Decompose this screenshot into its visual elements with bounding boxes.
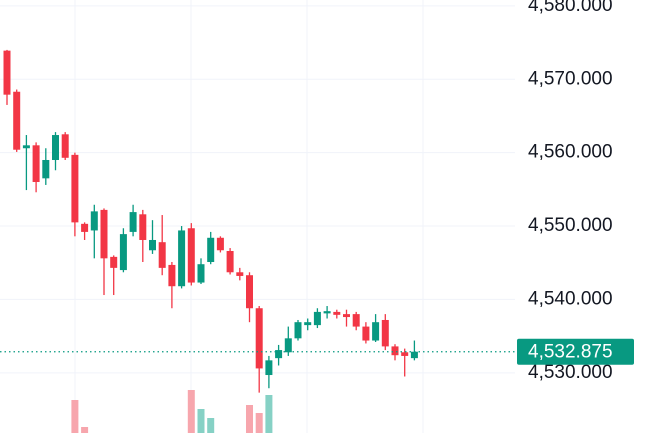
candle-body <box>343 314 350 318</box>
y-tick-label: 4,570.000 <box>528 68 613 89</box>
candle-body <box>381 319 389 347</box>
candle-body <box>158 242 166 268</box>
candle-body <box>401 352 409 356</box>
y-tick-label: 4,550.000 <box>528 215 613 236</box>
candle-body <box>391 346 399 356</box>
candle-body <box>197 264 205 283</box>
candle-body <box>246 275 253 309</box>
candle-body <box>52 135 59 160</box>
volume-bar <box>246 405 253 433</box>
candle-body <box>410 351 418 359</box>
candle-body <box>313 311 321 326</box>
candle-body <box>81 223 89 232</box>
candle-body <box>71 154 79 223</box>
y-tick-label: 4,560.000 <box>528 142 613 163</box>
candle-body <box>352 314 360 327</box>
candle-body <box>216 237 224 251</box>
candle-body <box>90 211 98 231</box>
candle-body <box>275 350 283 359</box>
volume-bar <box>207 418 215 433</box>
candle-body <box>265 360 273 376</box>
candle-body <box>22 145 30 149</box>
candle-body <box>168 264 176 287</box>
candle-body <box>61 134 69 158</box>
candle-body <box>226 250 234 273</box>
last-price-label: 4,532.875 <box>528 342 613 363</box>
candle-body <box>304 322 312 326</box>
candle-body <box>32 145 40 183</box>
candle-body <box>187 228 195 283</box>
candle-body <box>139 214 147 240</box>
candle-body <box>362 326 370 341</box>
candle-body <box>110 256 118 268</box>
candle-body <box>178 230 186 287</box>
volume-bar <box>197 409 205 433</box>
volume-bar <box>265 395 273 433</box>
candle-body <box>129 212 137 232</box>
candle-body <box>255 308 263 369</box>
volume-bar <box>71 400 79 433</box>
volume-bar <box>187 390 195 433</box>
candle-body <box>333 311 341 315</box>
candle-body <box>236 272 244 276</box>
candle-body <box>119 234 127 271</box>
candle-body <box>13 91 21 150</box>
candle-body <box>323 311 331 314</box>
last-price-box <box>517 338 634 365</box>
y-tick-label: 4,580.000 <box>528 0 613 16</box>
candle-body <box>294 322 302 339</box>
candle-body <box>284 338 292 353</box>
candle-body <box>100 209 108 259</box>
volume-bar <box>81 427 89 433</box>
candle-body <box>207 237 215 263</box>
y-tick-label: 4,540.000 <box>528 288 613 309</box>
y-tick-label: 4,530.000 <box>528 362 613 383</box>
candle-body <box>149 239 156 251</box>
candle-body <box>3 50 11 95</box>
candle-body <box>372 322 380 341</box>
volume-bar <box>255 413 263 433</box>
candle-body <box>42 159 50 179</box>
